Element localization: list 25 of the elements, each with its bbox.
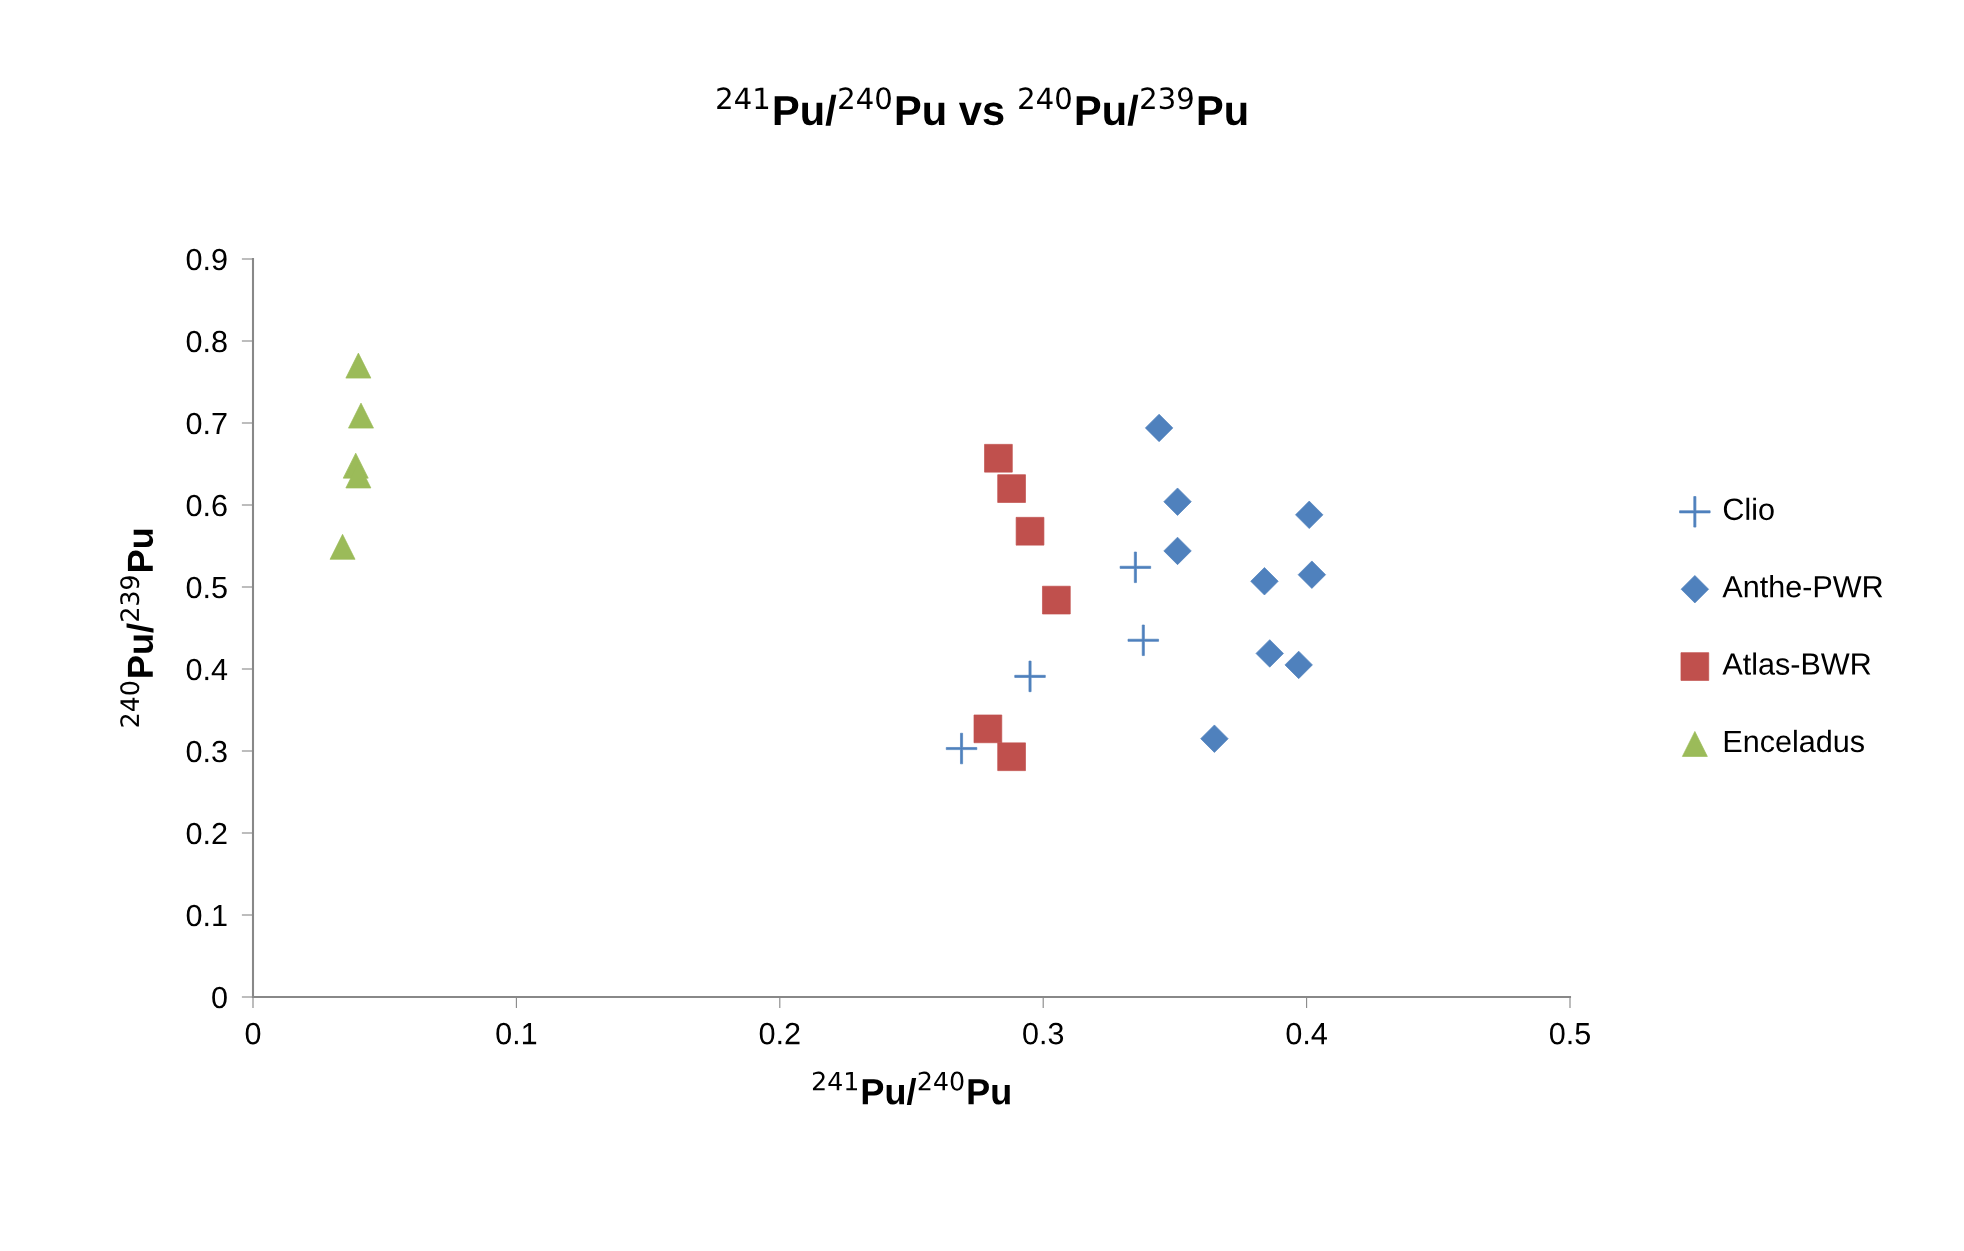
y-axis-title: $^{240}$Pu/$^{239}$Pu [120, 529, 154, 727]
legend-label: Atlas-BWR [1722, 652, 1871, 675]
chart-title: $^{241}$Pu/$^{240}$Pu vs $^{240}$Pu/$^{239}$Pu [717, 87, 1247, 126]
y-tick-label: 0.3 [186, 740, 227, 763]
y-tick-label: 0.6 [186, 494, 227, 517]
point [1163, 536, 1192, 566]
y-tick-label: 0.7 [186, 412, 227, 435]
x-tick-label: 0.4 [1286, 1022, 1327, 1045]
x-tick-label: 0.5 [1549, 1022, 1590, 1045]
y-tick-label: 0.2 [186, 822, 227, 845]
y-tick-label: 0.4 [186, 658, 228, 681]
x-tick-label: 0.2 [759, 1022, 800, 1045]
legend-label: Clio [1723, 497, 1774, 521]
legend-label: Enceladus [1724, 729, 1864, 753]
y-tick-label: 0.8 [186, 330, 227, 353]
y-tick-label: 0.5 [186, 576, 227, 599]
y-tick-label: 0.1 [186, 904, 227, 927]
x-tick-label: 0.1 [496, 1022, 537, 1045]
y-tick-label: 0.9 [186, 248, 227, 271]
point [1250, 567, 1279, 596]
x-tick-label: 0.3 [1023, 1022, 1064, 1045]
x-tick-label: 0 [245, 1022, 261, 1045]
y-tick-label: 0 [212, 986, 227, 1009]
x-axis-title: $^{241}$Pu/$^{240}$Pu [812, 1071, 1010, 1105]
legend-label: Anthe-PWR [1722, 575, 1883, 598]
